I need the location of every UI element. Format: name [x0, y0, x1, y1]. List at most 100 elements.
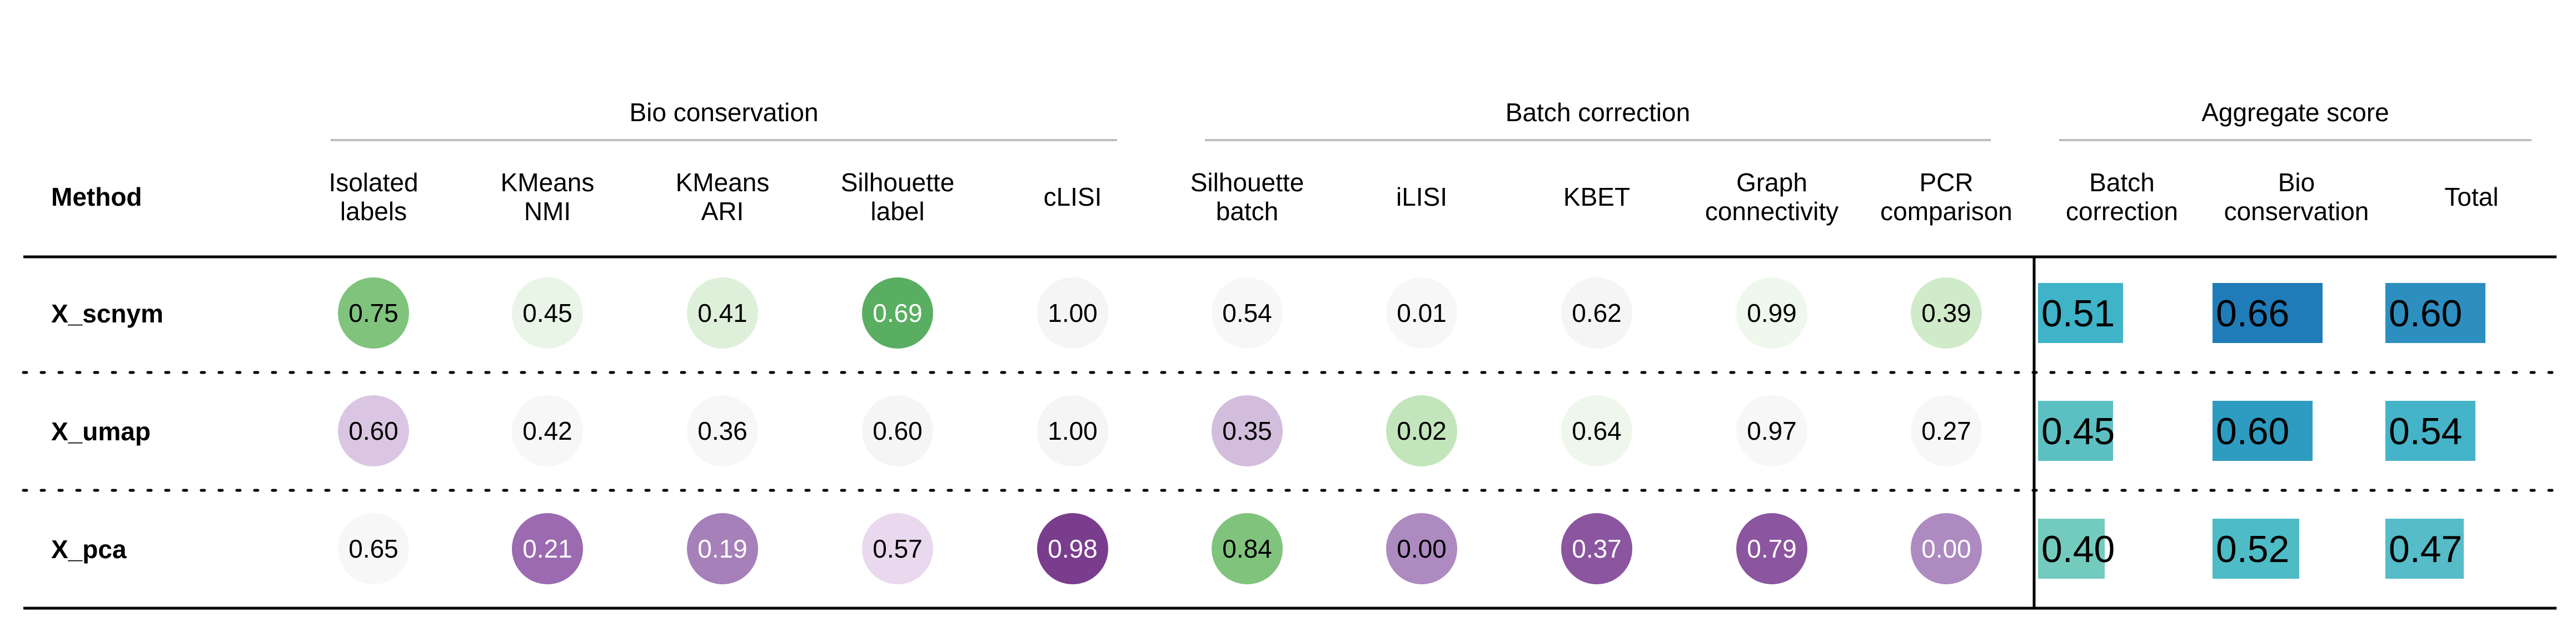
score-bar-label: 0.40	[2041, 528, 2115, 570]
score-bar-label: 0.51	[2041, 292, 2115, 335]
column-header: Silhouette	[1190, 168, 1304, 197]
column-header: KBET	[1563, 182, 1630, 211]
score-label: 0.00	[1397, 534, 1447, 563]
column-header: Silhouette	[841, 168, 955, 197]
score-circle	[1037, 395, 1108, 466]
column-header: comparison	[1880, 197, 2012, 226]
score-label: 1.00	[1048, 416, 1098, 445]
score-circle	[1911, 513, 1982, 584]
score-label: 0.57	[873, 534, 923, 563]
score-label: 0.69	[873, 299, 923, 327]
score-circle	[687, 395, 758, 466]
column-header: Bio	[2278, 168, 2315, 197]
score-label: 0.65	[348, 534, 398, 563]
score-label: 0.37	[1572, 534, 1622, 563]
score-circle	[1911, 395, 1982, 466]
column-header: KMeans	[501, 168, 595, 197]
method-header: Method	[51, 182, 142, 211]
score-label: 0.27	[1921, 416, 1971, 445]
score-label: 0.01	[1397, 299, 1447, 327]
score-bar	[2213, 401, 2313, 461]
score-label: 0.02	[1397, 416, 1447, 445]
score-circle	[1212, 277, 1283, 349]
score-circle	[1212, 395, 1283, 466]
group-header: Aggregate score	[2201, 98, 2389, 127]
score-label: 0.98	[1048, 534, 1098, 563]
score-bar	[2385, 401, 2475, 461]
column-header: conservation	[2224, 197, 2369, 226]
score-circle	[1037, 277, 1108, 349]
group-header: Batch correction	[1506, 98, 1690, 127]
score-label: 0.97	[1747, 416, 1797, 445]
score-circle	[1736, 395, 1807, 466]
score-label: 0.36	[697, 416, 748, 445]
column-header: connectivity	[1705, 197, 1838, 226]
score-circle	[1386, 513, 1457, 584]
score-circle	[1736, 277, 1807, 349]
score-bar	[2213, 519, 2299, 579]
score-label: 0.75	[348, 299, 398, 327]
score-bar-label: 0.66	[2216, 292, 2289, 335]
score-circle	[1736, 513, 1807, 584]
score-bar-label: 0.47	[2389, 528, 2462, 570]
method-label: X_pca	[51, 535, 127, 564]
score-label: 0.60	[873, 416, 923, 445]
score-circle	[1561, 513, 1632, 584]
score-circle	[512, 277, 583, 349]
column-header: iLISI	[1396, 182, 1447, 211]
score-circle	[687, 513, 758, 584]
method-label: X_umap	[51, 417, 151, 446]
score-circle	[1561, 277, 1632, 349]
score-bar-label: 0.60	[2216, 410, 2289, 453]
column-header: PCR	[1919, 168, 1973, 197]
score-bar-label: 0.45	[2041, 410, 2115, 453]
score-bar	[2385, 519, 2464, 579]
score-bar-label: 0.60	[2389, 292, 2462, 335]
score-label: 0.62	[1572, 299, 1622, 327]
score-circle	[862, 513, 933, 584]
score-circle	[512, 513, 583, 584]
score-label: 0.84	[1222, 534, 1272, 563]
column-header: ARI	[701, 197, 744, 226]
score-circle	[338, 395, 409, 466]
column-header: label	[870, 197, 924, 226]
score-bar	[2038, 283, 2123, 343]
score-label: 0.35	[1222, 416, 1272, 445]
score-label: 0.39	[1921, 299, 1971, 327]
score-label: 0.19	[697, 534, 748, 563]
method-label: X_scnym	[51, 299, 163, 328]
score-circle	[862, 395, 933, 466]
score-circle	[1212, 513, 1283, 584]
score-bar-label: 0.52	[2216, 528, 2289, 570]
score-label: 0.42	[522, 416, 572, 445]
column-header: Batch	[2089, 168, 2155, 197]
column-header: KMeans	[676, 168, 770, 197]
score-label: 1.00	[1048, 299, 1098, 327]
score-bar-label: 0.54	[2389, 410, 2462, 453]
score-label: 0.54	[1222, 299, 1272, 327]
column-header: batch	[1216, 197, 1279, 226]
score-circle	[512, 395, 583, 466]
score-bar	[2038, 401, 2113, 461]
column-header: Total	[2444, 182, 2498, 211]
score-circle	[338, 277, 409, 349]
score-circle	[1386, 277, 1457, 349]
column-header: Graph	[1736, 168, 1807, 197]
score-circle	[1561, 395, 1632, 466]
score-bar	[2038, 519, 2105, 579]
column-header: NMI	[524, 197, 571, 226]
score-label: 0.00	[1921, 534, 1971, 563]
score-label: 0.99	[1747, 299, 1797, 327]
score-label: 0.41	[697, 299, 748, 327]
score-label: 0.79	[1747, 534, 1797, 563]
column-header: correction	[2066, 197, 2178, 226]
score-label: 0.64	[1572, 416, 1622, 445]
score-circle	[1386, 395, 1457, 466]
score-bar	[2213, 283, 2323, 343]
score-circle	[338, 513, 409, 584]
score-circle	[687, 277, 758, 349]
score-label: 0.60	[348, 416, 398, 445]
score-label: 0.45	[522, 299, 572, 327]
